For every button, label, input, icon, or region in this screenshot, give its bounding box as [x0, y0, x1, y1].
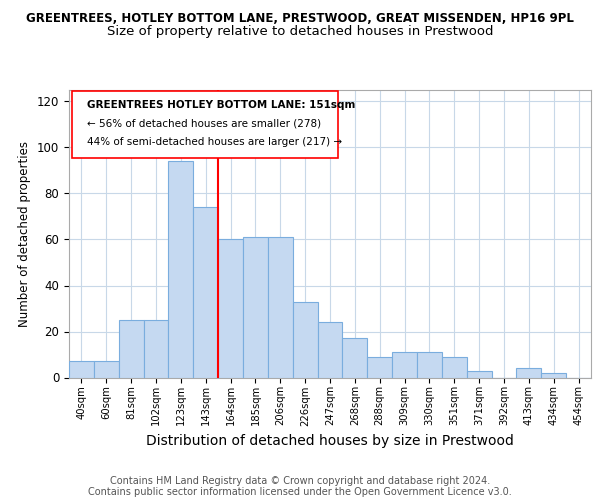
Text: ← 56% of detached houses are smaller (278): ← 56% of detached houses are smaller (27… — [87, 118, 322, 128]
Text: GREENTREES, HOTLEY BOTTOM LANE, PRESTWOOD, GREAT MISSENDEN, HP16 9PL: GREENTREES, HOTLEY BOTTOM LANE, PRESTWOO… — [26, 12, 574, 26]
Bar — [392, 352, 417, 378]
Bar — [94, 362, 119, 378]
Bar — [517, 368, 541, 378]
Bar — [243, 237, 268, 378]
Text: Contains HM Land Registry data © Crown copyright and database right 2024.: Contains HM Land Registry data © Crown c… — [110, 476, 490, 486]
Bar — [467, 370, 491, 378]
Text: Size of property relative to detached houses in Prestwood: Size of property relative to detached ho… — [107, 25, 493, 38]
Bar — [143, 320, 169, 378]
Bar — [69, 362, 94, 378]
Bar — [367, 357, 392, 378]
Text: GREENTREES HOTLEY BOTTOM LANE: 151sqm: GREENTREES HOTLEY BOTTOM LANE: 151sqm — [87, 100, 356, 110]
Y-axis label: Number of detached properties: Number of detached properties — [19, 141, 31, 327]
Bar — [169, 162, 193, 378]
Bar — [218, 240, 243, 378]
Bar — [343, 338, 367, 378]
Bar — [317, 322, 343, 378]
Bar — [119, 320, 143, 378]
Bar — [293, 302, 317, 378]
Bar — [541, 373, 566, 378]
Bar — [442, 357, 467, 378]
Bar — [268, 237, 293, 378]
Text: Contains public sector information licensed under the Open Government Licence v3: Contains public sector information licen… — [88, 487, 512, 497]
X-axis label: Distribution of detached houses by size in Prestwood: Distribution of detached houses by size … — [146, 434, 514, 448]
Text: 44% of semi-detached houses are larger (217) →: 44% of semi-detached houses are larger (… — [87, 138, 343, 147]
Bar — [193, 208, 218, 378]
FancyBboxPatch shape — [71, 92, 338, 158]
Bar — [417, 352, 442, 378]
